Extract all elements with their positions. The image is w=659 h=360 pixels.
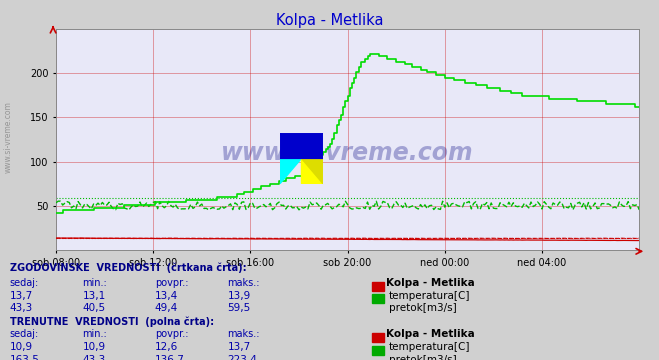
Text: 43,3: 43,3 [10, 303, 33, 313]
Text: temperatura[C]: temperatura[C] [389, 291, 471, 301]
Text: 43,3: 43,3 [82, 355, 105, 360]
Text: temperatura[C]: temperatura[C] [389, 342, 471, 352]
Text: 59,5: 59,5 [227, 303, 250, 313]
Text: maks.:: maks.: [227, 329, 260, 339]
Text: 136,7: 136,7 [155, 355, 185, 360]
Text: pretok[m3/s]: pretok[m3/s] [389, 303, 457, 313]
Text: Kolpa - Metlika: Kolpa - Metlika [386, 278, 474, 288]
Text: www.si-vreme.com: www.si-vreme.com [221, 141, 474, 165]
Text: sedaj:: sedaj: [10, 329, 39, 339]
Polygon shape [280, 133, 323, 158]
Polygon shape [280, 133, 301, 158]
Text: ZGODOVINSKE  VREDNOSTI  (črtkana črta):: ZGODOVINSKE VREDNOSTI (črtkana črta): [10, 263, 246, 273]
Text: povpr.:: povpr.: [155, 329, 188, 339]
Text: 49,4: 49,4 [155, 303, 178, 313]
Text: pretok[m3/s]: pretok[m3/s] [389, 355, 457, 360]
Text: min.:: min.: [82, 329, 107, 339]
Text: 10,9: 10,9 [82, 342, 105, 352]
Polygon shape [301, 158, 323, 184]
Text: Kolpa - Metlika: Kolpa - Metlika [275, 13, 384, 28]
Text: 13,7: 13,7 [227, 342, 250, 352]
Polygon shape [301, 158, 323, 184]
Text: TRENUTNE  VREDNOSTI  (polna črta):: TRENUTNE VREDNOSTI (polna črta): [10, 317, 214, 327]
Polygon shape [280, 158, 301, 184]
Text: sedaj:: sedaj: [10, 278, 39, 288]
Text: 13,4: 13,4 [155, 291, 178, 301]
Text: www.si-vreme.com: www.si-vreme.com [3, 101, 13, 173]
Text: Kolpa - Metlika: Kolpa - Metlika [386, 329, 474, 339]
Text: 13,7: 13,7 [10, 291, 33, 301]
Text: 12,6: 12,6 [155, 342, 178, 352]
Text: 40,5: 40,5 [82, 303, 105, 313]
Text: maks.:: maks.: [227, 278, 260, 288]
Text: 163,5: 163,5 [10, 355, 40, 360]
Text: 223,4: 223,4 [227, 355, 257, 360]
Text: 13,9: 13,9 [227, 291, 250, 301]
Text: 13,1: 13,1 [82, 291, 105, 301]
Text: povpr.:: povpr.: [155, 278, 188, 288]
Text: min.:: min.: [82, 278, 107, 288]
Text: 10,9: 10,9 [10, 342, 33, 352]
